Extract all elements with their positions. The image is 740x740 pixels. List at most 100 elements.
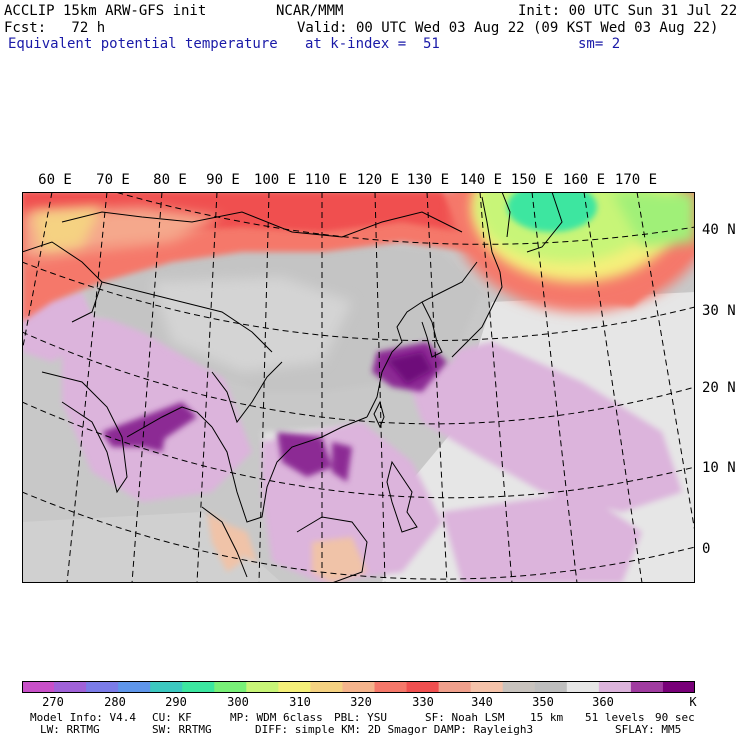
- lavender-region-south: [442, 492, 642, 583]
- lon-label: 140 E: [459, 172, 503, 188]
- colorbar-swatch: [150, 681, 183, 693]
- meridian-170e: [636, 192, 695, 533]
- cumulus-scheme: CU: KF: [152, 711, 192, 724]
- colorbar-swatch: [374, 681, 408, 693]
- colorbar-swatch: [566, 681, 600, 693]
- colorbar-unit: K: [689, 695, 697, 709]
- ne-light-green: [612, 192, 695, 247]
- lat-label: 10 N: [702, 460, 736, 476]
- lavender-region-west: [22, 292, 102, 362]
- colorbar-tick: 280: [104, 695, 126, 709]
- purple-core: [387, 352, 432, 384]
- lon-label: 160 E: [562, 172, 606, 188]
- lat-label: 20 N: [702, 380, 736, 396]
- colorbar-tick: 300: [227, 695, 249, 709]
- lon-label: 80 E: [153, 172, 187, 188]
- init-time: Init: 00 UTC Sun 31 Jul 22: [518, 3, 738, 19]
- coast-sumatra: [201, 506, 248, 578]
- lon-label: 130 E: [406, 172, 450, 188]
- purple-patch-scs: [332, 442, 352, 482]
- colorbar-swatch: [598, 681, 632, 693]
- colorbar-swatch: [86, 681, 119, 693]
- coast-philippines: [386, 460, 418, 533]
- time-step: 90 sec: [655, 711, 695, 724]
- ne-green-blob: [507, 192, 597, 232]
- colorbar-swatch: [406, 681, 440, 693]
- colorbar-swatch: [278, 681, 311, 693]
- coast-korea: [421, 301, 443, 358]
- coast-japan: [451, 196, 503, 358]
- colorbar-swatch: [438, 681, 472, 693]
- grid-spacing: 15 km: [530, 711, 564, 724]
- meridian-140e: [479, 192, 513, 583]
- coast-india: [41, 371, 128, 494]
- meridian-70e: [66, 192, 108, 583]
- map-frame: [22, 192, 695, 583]
- colorbar-tick: 270: [42, 695, 64, 709]
- surface-layer-scheme: SFLAY: MM5: [615, 723, 682, 736]
- border-china-north: [61, 211, 463, 238]
- meridian-60e: [22, 192, 53, 353]
- north-yellow-patch: [32, 207, 102, 252]
- colorbar: [22, 681, 695, 693]
- lat-label: 40 N: [702, 222, 736, 238]
- coast-bay-bengal: [126, 406, 213, 438]
- colorbar-tick: 340: [471, 695, 493, 709]
- colorbar-tick: 350: [532, 695, 554, 709]
- field-name: Equivalent potential temperature: [8, 36, 278, 52]
- colorbar-swatch: [502, 681, 536, 693]
- colorbar-tick: 320: [350, 695, 372, 709]
- colorbar-tick: 330: [412, 695, 434, 709]
- colorbar-swatch: [630, 681, 664, 693]
- smoothing-label: sm= 2: [578, 36, 621, 52]
- theta-e-map: [22, 192, 695, 583]
- meridian-80e: [131, 192, 163, 583]
- meridian-90e: [196, 192, 218, 583]
- lat-label: 30 N: [702, 303, 736, 319]
- colorbar-tick: 310: [289, 695, 311, 709]
- lat-label: 0: [702, 541, 711, 557]
- purple-patch-bay-south: [142, 427, 167, 452]
- model-title: ACCLIP 15km ARW-GFS init: [4, 3, 207, 19]
- coast-indochina: [211, 416, 368, 523]
- parallel-10n: [22, 401, 695, 499]
- colorbar-swatch: [662, 681, 695, 693]
- colorbar-swatch: [534, 681, 568, 693]
- lavender-region-pacific: [402, 342, 682, 512]
- lon-label: 170 E: [614, 172, 658, 188]
- lon-label: 90 E: [206, 172, 240, 188]
- coast-kamchatka: [526, 192, 563, 253]
- forecast-hour: Fcst: 72 h: [4, 20, 106, 36]
- colorbar-swatch: [470, 681, 504, 693]
- surface-scheme: SF: Noah LSM: [425, 711, 505, 724]
- lon-label: 120 E: [356, 172, 400, 188]
- coast-borneo: [296, 516, 368, 583]
- meridian-150e: [531, 192, 578, 583]
- colorbar-swatch: [310, 681, 343, 693]
- colorbar-tick: 290: [165, 695, 187, 709]
- colorbar-swatch: [54, 681, 87, 693]
- colorbar-swatch: [22, 681, 55, 693]
- lon-label: 100 E: [253, 172, 297, 188]
- microphysics-scheme: MP: WDM 6class: [230, 711, 323, 724]
- longwave-scheme: LW: RRTMG: [40, 723, 100, 736]
- parallel-0: [22, 491, 695, 580]
- lon-label: 150 E: [510, 172, 554, 188]
- colorbar-tick: 360: [592, 695, 614, 709]
- meridian-160e: [583, 192, 643, 583]
- model-version: Model Info: V4.4: [30, 711, 136, 724]
- coast-sakhalin: [501, 192, 511, 238]
- coast-taiwan: [373, 400, 385, 429]
- meridian-120e: [374, 192, 386, 583]
- tan-patch-malaysia: [222, 522, 257, 562]
- lon-label: 110 E: [304, 172, 348, 188]
- purple-patch-indochina: [277, 432, 332, 477]
- lon-label: 60 E: [38, 172, 72, 188]
- colorbar-swatch: [182, 681, 215, 693]
- diffusion-damping: DIFF: simple KM: 2D Smagor DAMP: Rayleig…: [255, 723, 534, 736]
- tan-patch-borneo: [312, 537, 367, 583]
- coast-china: [366, 261, 478, 418]
- organization-label: NCAR/MMM: [276, 3, 344, 19]
- meridian-130e: [426, 192, 448, 583]
- level-label: at k-index = 51: [305, 36, 440, 52]
